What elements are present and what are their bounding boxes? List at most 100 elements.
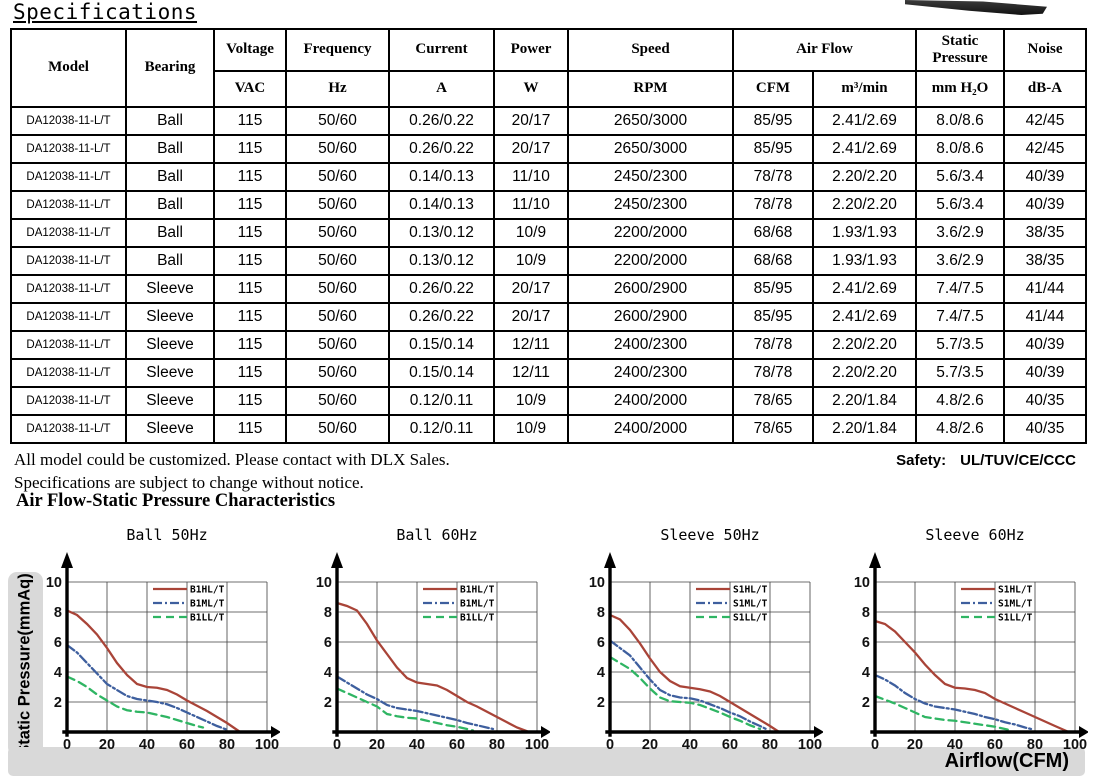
col-header-speed: Speed <box>567 28 734 72</box>
col-header-bearing: Bearing <box>125 28 215 108</box>
cell: 1.93/1.93 <box>812 218 917 248</box>
chart-canvas: Sleeve 50Hz 0 20 40 60 80 100 2 4 6 8 10 S1HL/T S1ML/… <box>589 526 823 753</box>
svg-text:40: 40 <box>682 737 698 753</box>
cell: 115 <box>213 302 287 332</box>
svg-text:6: 6 <box>324 635 332 651</box>
svg-text:10: 10 <box>46 575 62 591</box>
svg-text:2: 2 <box>54 695 62 711</box>
legend-label: B1ML/T <box>190 599 225 610</box>
cell: 0.14/0.13 <box>388 162 495 192</box>
cell: 2650/3000 <box>567 134 734 164</box>
cell: Ball <box>125 134 215 164</box>
cell: 4.8/2.6 <box>915 414 1005 444</box>
cell: 2450/2300 <box>567 190 734 220</box>
cell: Sleeve <box>125 330 215 360</box>
table-row: DA12038-11-L/T Sleeve 115 50/60 0.12/0.11 10/… <box>10 386 1087 416</box>
svg-text:60: 60 <box>179 737 195 753</box>
svg-text:4: 4 <box>597 665 605 681</box>
cell-model: DA12038-11-L/T <box>10 274 127 304</box>
safety-label: Safety: <box>896 452 947 469</box>
svg-text:8: 8 <box>324 605 332 621</box>
series-b1hlt <box>335 601 529 733</box>
cell: 2.41/2.69 <box>812 134 917 164</box>
table-row: DA12038-11-L/T Sleeve 115 50/60 0.12/0.11 10/… <box>10 414 1087 444</box>
cell: Ball <box>125 218 215 248</box>
cell: 8.0/8.6 <box>915 106 1005 136</box>
cell: 50/60 <box>285 218 390 248</box>
cell: 0.12/0.11 <box>388 386 495 416</box>
cell: 0.15/0.14 <box>388 330 495 360</box>
unit-static-pressure: mm H₂O <box>915 70 1005 108</box>
y-axis-label: Static Pressure(mmAq) <box>16 572 35 756</box>
cell: 11/10 <box>493 190 569 220</box>
cell-model: DA12038-11-L/T <box>10 218 127 248</box>
svg-text:20: 20 <box>907 737 923 753</box>
cell: 40/39 <box>1003 190 1087 220</box>
cell: 20/17 <box>493 106 569 136</box>
svg-text:10: 10 <box>316 575 332 591</box>
svg-text:0: 0 <box>606 737 614 753</box>
series-s1llt <box>608 655 762 731</box>
cell: 42/45 <box>1003 134 1087 164</box>
cell: 12/11 <box>493 358 569 388</box>
unit-speed: RPM <box>567 70 734 108</box>
cell: 2.20/2.20 <box>812 330 917 360</box>
svg-text:40: 40 <box>409 737 425 753</box>
safety-certifications: Safety: UL/TUV/CE/CCC <box>896 452 1076 469</box>
svg-text:10: 10 <box>854 575 870 591</box>
cell-model: DA12038-11-L/T <box>10 134 127 164</box>
svg-text:2: 2 <box>597 695 605 711</box>
svg-text:2: 2 <box>324 695 332 711</box>
y-axis-band: Static Pressure(mmAq) <box>8 572 43 756</box>
legend-label: B1HL/T <box>460 585 495 596</box>
cell: 2400/2000 <box>567 386 734 416</box>
svg-text:4: 4 <box>54 665 62 681</box>
svg-text:20: 20 <box>99 737 115 753</box>
cell: 78/65 <box>732 386 814 416</box>
cell: 68/68 <box>732 246 814 276</box>
cell: Ball <box>125 246 215 276</box>
series-s1hlt <box>608 613 780 733</box>
specifications-table: Model Bearing Voltage Frequency Current … <box>10 28 1087 444</box>
cell: 10/9 <box>493 246 569 276</box>
chart-legend: S1HL/T S1ML/T S1LL/T <box>696 585 768 624</box>
series-b1mlt <box>335 675 495 731</box>
cell-model: DA12038-11-L/T <box>10 190 127 220</box>
chart-sleeve-60hz: Sleeve 60Hz 0 20 40 60 80 100 2 4 6 8 10 S1HL/T S1ML/… <box>843 522 1088 757</box>
spec-table-body: DA12038-11-L/T Ball 115 50/60 0.26/0.22 20/17… <box>10 106 1087 444</box>
svg-text:4: 4 <box>862 665 870 681</box>
chart-legend: S1HL/T S1ML/T S1LL/T <box>961 585 1033 624</box>
table-header: Model Bearing Voltage Frequency Current … <box>10 28 1087 108</box>
cell: 78/78 <box>732 330 814 360</box>
col-header-noise: Noise <box>1003 28 1087 72</box>
cell: 78/78 <box>732 190 814 220</box>
cell: Ball <box>125 162 215 192</box>
cell: 2450/2300 <box>567 162 734 192</box>
cell: 20/17 <box>493 302 569 332</box>
svg-text:0: 0 <box>63 737 71 753</box>
legend-label: S1ML/T <box>733 599 768 610</box>
cell: 78/65 <box>732 414 814 444</box>
series-b1llt <box>335 687 475 732</box>
unit-noise: dB-A <box>1003 70 1087 108</box>
cell: 2.41/2.69 <box>812 106 917 136</box>
cell: 41/44 <box>1003 274 1087 304</box>
chart-legend: B1HL/T B1ML/T B1LL/T <box>423 585 495 624</box>
cell: Sleeve <box>125 274 215 304</box>
svg-text:100: 100 <box>1063 737 1087 753</box>
table-row: DA12038-11-L/T Ball 115 50/60 0.13/0.12 10/9 2… <box>10 218 1087 248</box>
col-header-voltage: Voltage <box>213 28 287 72</box>
section-title-characteristics: Air Flow-Static Pressure Characteristics <box>16 491 336 511</box>
cell: 115 <box>213 106 287 136</box>
cell: 3.6/2.9 <box>915 218 1005 248</box>
cell: 0.26/0.22 <box>388 274 495 304</box>
cell: 50/60 <box>285 246 390 276</box>
cell: 115 <box>213 190 287 220</box>
col-header-power: Power <box>493 28 569 72</box>
cell: 115 <box>213 386 287 416</box>
cell: Sleeve <box>125 414 215 444</box>
chart-grid <box>874 581 1076 733</box>
x-axis-label: Airflow(CFM) <box>944 750 1069 772</box>
cell: Sleeve <box>125 302 215 332</box>
chart-axes <box>869 552 1088 738</box>
